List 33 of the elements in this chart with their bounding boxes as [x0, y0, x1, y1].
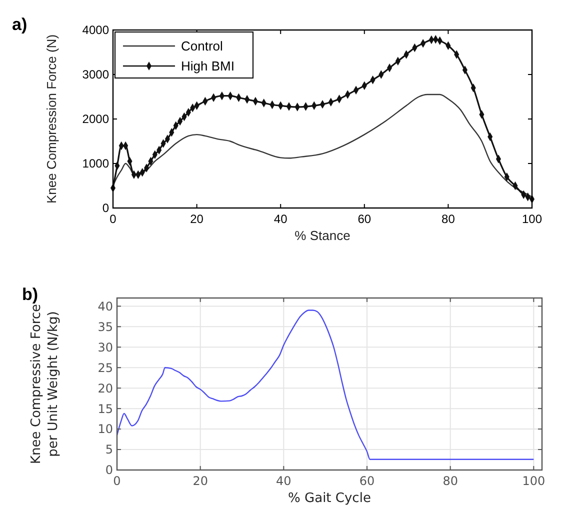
line-series	[116, 310, 534, 460]
x-tick-label: 40	[276, 474, 292, 488]
y-tick-label: 30	[98, 340, 113, 354]
y-tick-label: 1000	[82, 156, 110, 171]
y-tick-label: 40	[98, 299, 113, 314]
x-axis-title: % Stance	[294, 228, 350, 243]
x-tick-label: 100	[522, 212, 542, 226]
x-tick-label: 40	[274, 212, 288, 226]
y-tick-label: 0	[105, 463, 113, 478]
x-tick-label: 20	[192, 474, 208, 488]
y-tick-label: 35	[98, 320, 113, 334]
x-tick-label: 60	[358, 212, 372, 226]
x-axis-title: % Gait Cycle	[288, 491, 371, 506]
y-tick-label: 2000	[82, 112, 110, 126]
y-axis-title: Knee Compressive Force per Unit Weight (N/kg)	[29, 304, 61, 464]
y-tick-label: 0	[102, 201, 110, 216]
x-tick-label: 100	[522, 474, 546, 488]
y-tick-label: 20	[98, 381, 113, 396]
x-tick-label: 20	[190, 212, 204, 226]
y-tick-label: 3000	[82, 68, 110, 82]
chart-title: a)	[12, 15, 28, 34]
x-tick-label: 60	[359, 474, 375, 488]
y-tick-label: 4000	[82, 23, 110, 38]
y-tick-label: 5	[105, 442, 113, 457]
legend-label: High BMI	[181, 58, 234, 74]
chart-title: b)	[22, 285, 38, 304]
y-axis-title: Knee Compression Force (N)	[44, 34, 59, 204]
x-tick-label: 80	[442, 212, 456, 226]
y-tick-label: 10	[98, 422, 113, 436]
legend-label: Control	[181, 38, 224, 54]
y-tick-label: 25	[98, 360, 113, 375]
x-tick-label: 80	[442, 474, 458, 488]
y-tick-label: 15	[98, 402, 113, 416]
